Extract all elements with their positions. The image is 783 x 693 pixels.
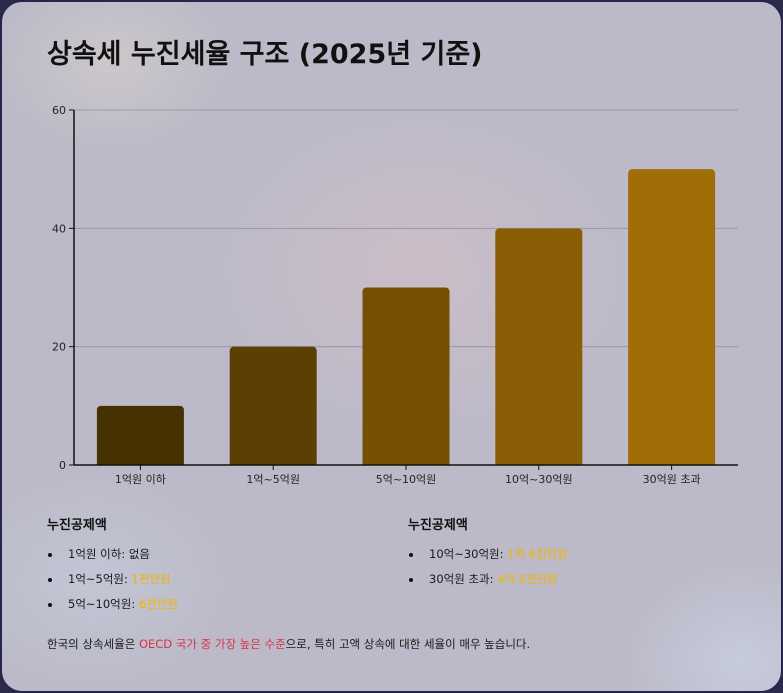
x-tick-label: 10억~30억원 [505, 473, 573, 486]
x-tick-label: 1억원 이하 [115, 472, 166, 486]
bar-base [96, 461, 184, 465]
deductions-right-item: 10억~30억원: 1억 6천만원 [408, 547, 748, 572]
deductions-right: 누진공제액 10억~30억원: 1억 6천만원 30억원 초과: 4억 6천만원 [408, 514, 748, 597]
deduction-amount: 1천만원 [131, 572, 171, 586]
bar [628, 169, 716, 465]
deduction-amount: 4억 6천만원 [497, 572, 558, 586]
deductions-left: 누진공제액 1억원 이하: 없음 1억~5억원: 1천만원 5억~10억원: 6천만… [47, 514, 387, 622]
footer-text-after: 으로, 특히 고액 상속에 대한 세율이 매우 높습니다. [285, 637, 531, 651]
x-tick-label: 1억~5억원 [246, 473, 300, 486]
footer-note: 한국의 상속세율은 OECD 국가 중 가장 높은 수준으로, 특히 고액 상속… [47, 636, 530, 652]
bar-base [229, 461, 317, 465]
y-tick-label: 20 [52, 341, 66, 354]
page-title: 상속세 누진세율 구조 (2025년 기준) [47, 39, 483, 70]
y-tick-label: 0 [59, 459, 66, 472]
deduction-label: 1억원 이하: [68, 547, 129, 561]
y-tick-label: 40 [52, 222, 66, 235]
bar [362, 287, 450, 465]
deductions-left-item: 1억원 이하: 없음 [47, 547, 387, 572]
x-tick-label: 5억~10억원 [376, 473, 437, 486]
deductions-left-item: 1억~5억원: 1천만원 [47, 572, 387, 597]
deduction-label: 10억~30억원: [429, 547, 508, 561]
footer-text-before: 한국의 상속세율은 [47, 637, 139, 651]
bar-base [628, 461, 716, 465]
bar-base [362, 461, 450, 465]
deductions-left-title: 누진공제액 [47, 518, 107, 533]
bar-chart: 0 20 40 60 1억원 이하 1억~5억원 5억~10억원 10억~30억원 30억원 초… [52, 104, 738, 486]
deductions-left-item: 5억~10억원: 6천만원 [47, 597, 387, 622]
x-tick-label: 30억원 초과 [643, 473, 701, 486]
y-tick-label: 60 [52, 104, 66, 117]
deduction-label: 1억~5억원: [68, 572, 132, 586]
bar-base [495, 461, 583, 465]
deduction-label: 30억원 초과: [429, 572, 498, 586]
deductions-right-list: 10억~30억원: 1억 6천만원 30억원 초과: 4억 6천만원 [408, 547, 748, 597]
deduction-label: 5억~10억원: [68, 597, 139, 611]
bar [229, 346, 317, 465]
deduction-amount: 6천만원 [138, 597, 178, 611]
deductions-right-title: 누진공제액 [408, 518, 468, 533]
deductions-right-item: 30억원 초과: 4억 6천만원 [408, 572, 748, 597]
deduction-amount: 1억 6천만원 [507, 547, 568, 561]
deduction-amount: 없음 [128, 547, 150, 561]
bar [96, 405, 184, 465]
footer-highlight: OECD 국가 중 가장 높은 수준 [138, 637, 286, 651]
bar [495, 228, 583, 465]
deductions-left-list: 1억원 이하: 없음 1억~5억원: 1천만원 5억~10억원: 6천만원 [47, 547, 387, 622]
